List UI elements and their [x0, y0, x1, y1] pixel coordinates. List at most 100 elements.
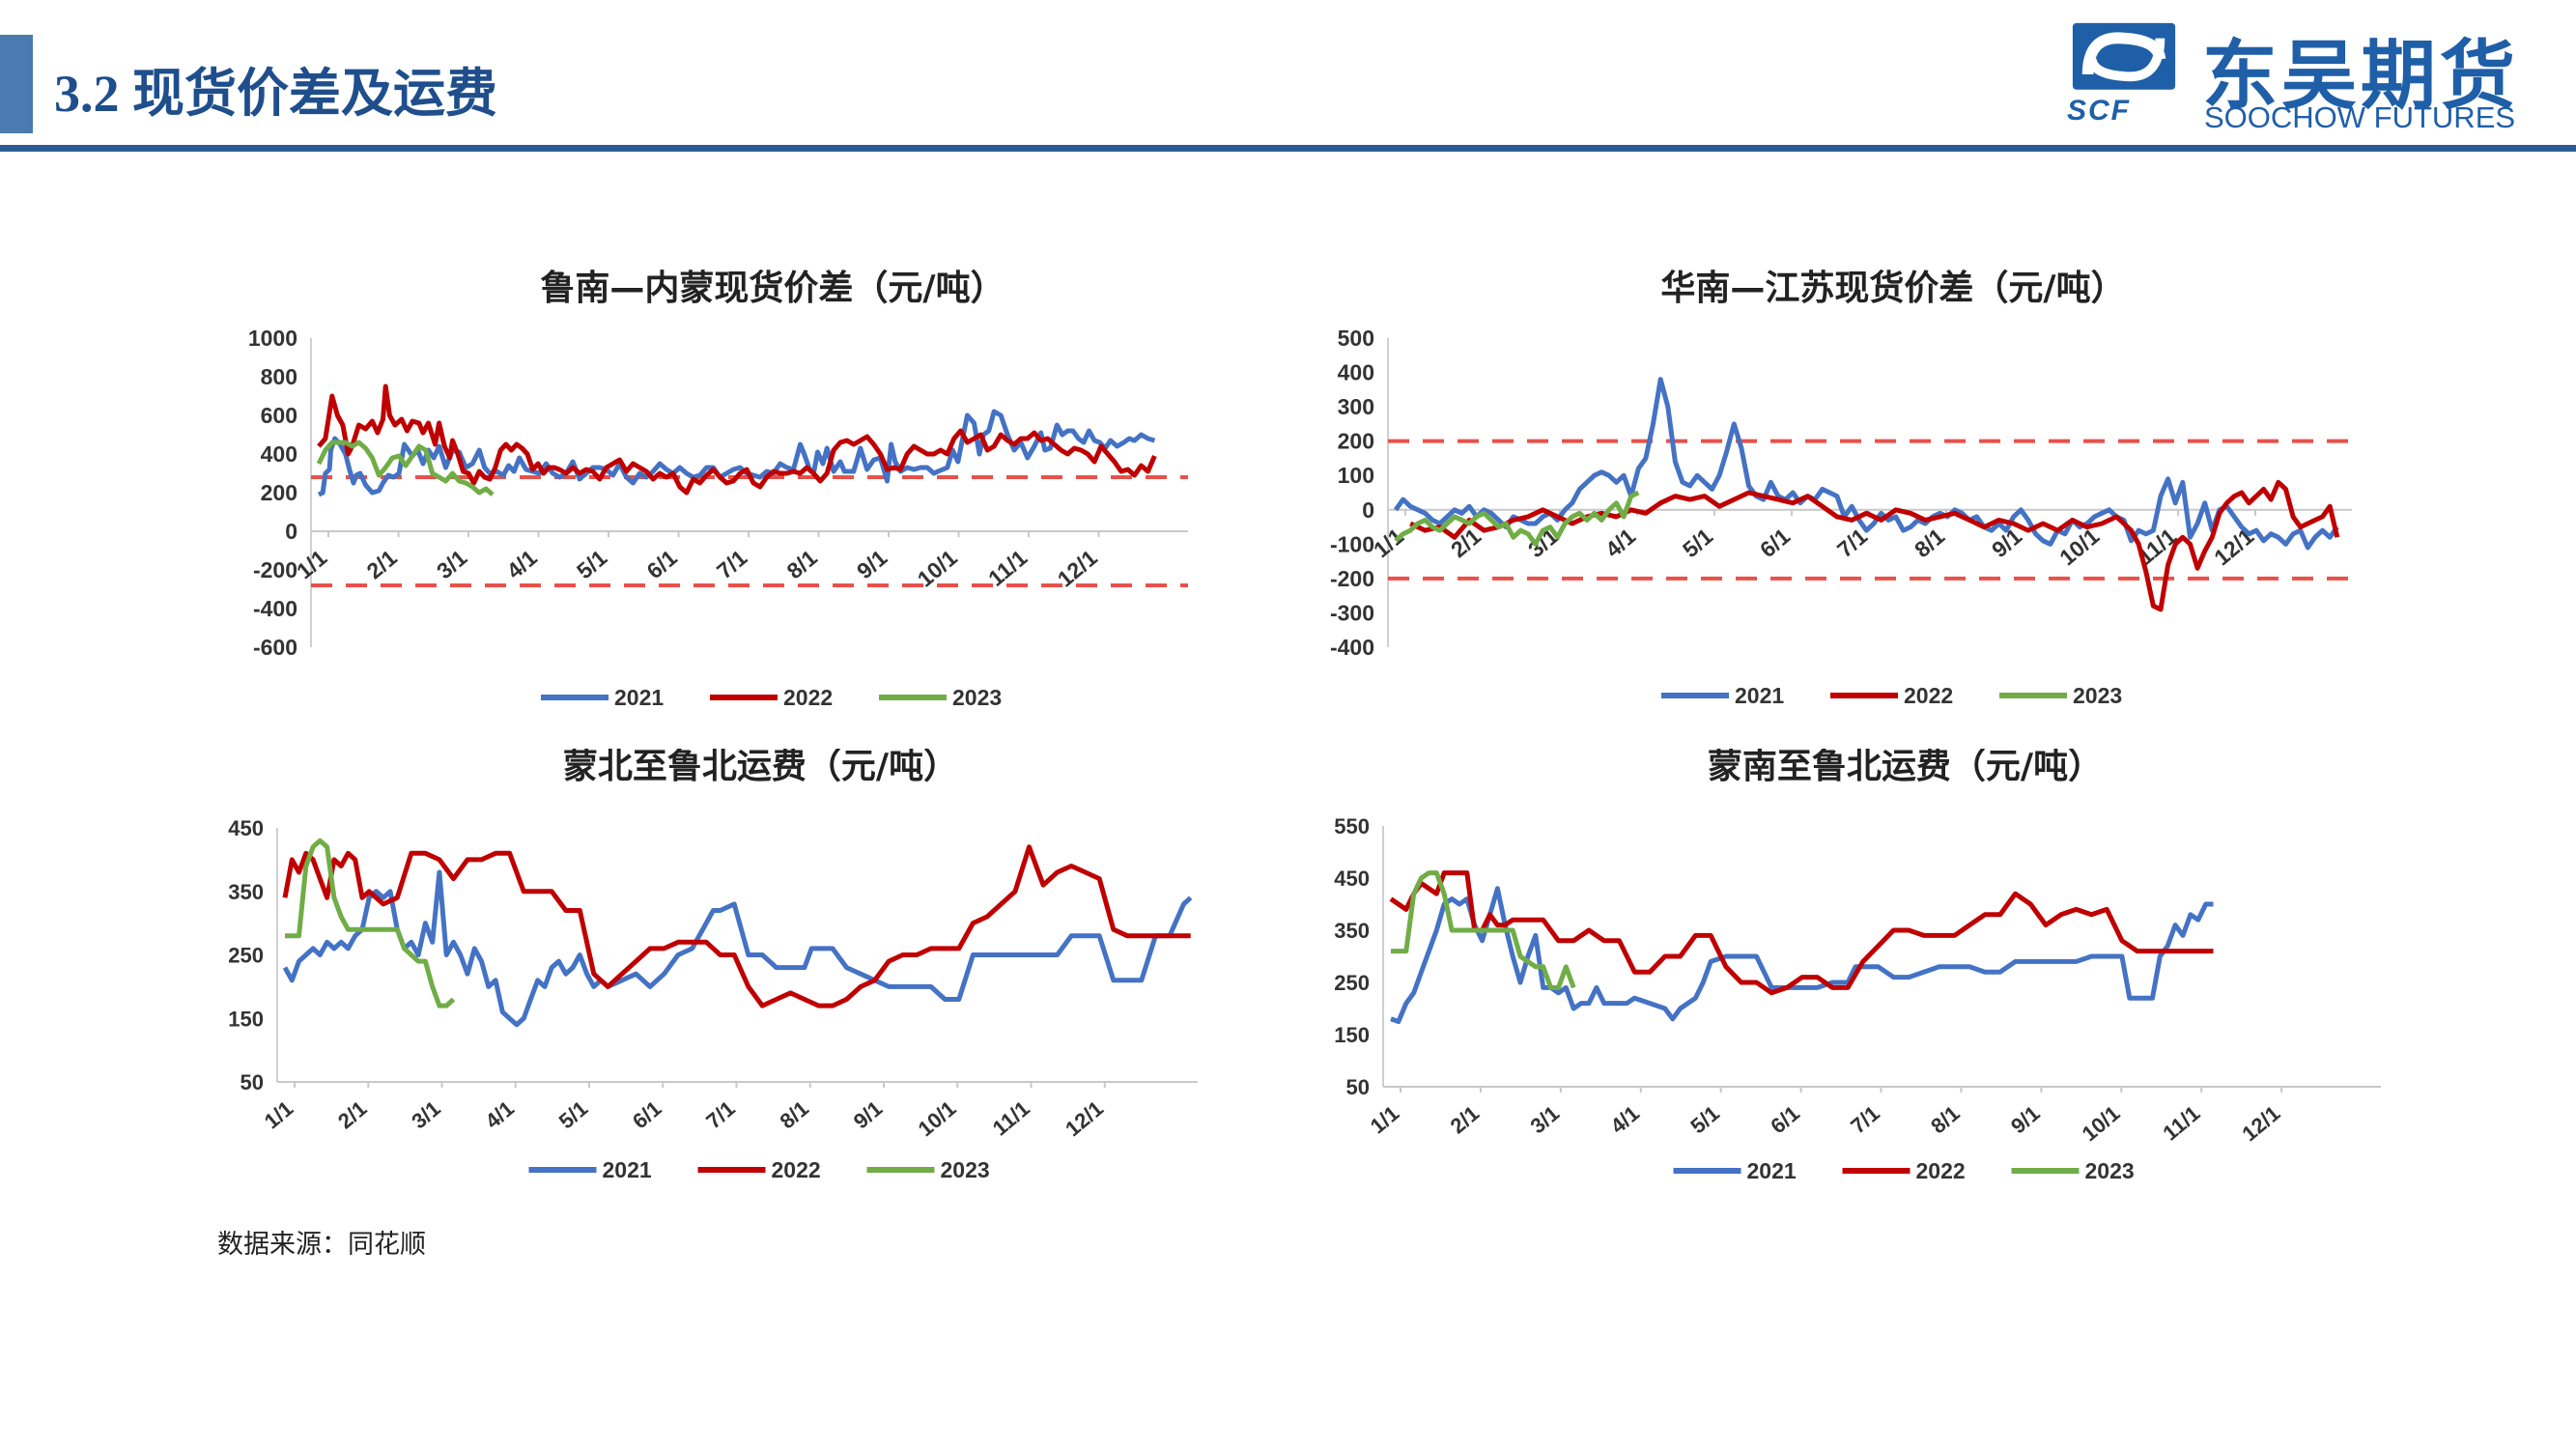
y-tick-label: 400 [261, 441, 297, 467]
x-tick-label: 5/1 [554, 1096, 593, 1134]
y-tick-label: 200 [261, 480, 297, 505]
y-tick-label: 450 [228, 816, 264, 840]
y-tick-label: 100 [1338, 463, 1374, 488]
page-title: 3.2 现货价差及运费 [54, 65, 497, 123]
legend-label: 2021 [1747, 1158, 1797, 1183]
y-tick-label: 450 [1334, 867, 1370, 891]
x-tick-label: 4/1 [480, 1096, 519, 1134]
y-tick-label: -200 [1330, 566, 1374, 591]
header-accent-bar [0, 35, 33, 133]
x-tick-label: 9/1 [849, 1096, 888, 1134]
x-tick-label: 8/1 [782, 545, 822, 584]
legend-label: 2022 [1916, 1158, 1966, 1183]
logo-scf-text: SCF [2067, 95, 2131, 127]
x-tick-label: 5/1 [572, 545, 611, 584]
series-line-2023 [1394, 490, 1640, 547]
y-tick-label: 400 [1338, 360, 1374, 385]
chart-lunan-neimeng-spread: 鲁南—内蒙现货价差（元/吨） 1000 800 600 400 200 0 -200 -400 -… [193, 251, 1217, 724]
chart-svg: 蒙南至鲁北运费（元/吨） 550 450 350 250 150 501/1 2/1 3/1 4/… [1334, 749, 2381, 1183]
series-line-2021 [1393, 377, 2339, 551]
chart-svg: 华南—江苏现货价差（元/吨） 500 400 300 200 100 0 -100 -200 -3… [1330, 269, 2352, 708]
y-tick-label: 600 [261, 403, 297, 428]
x-tick-label: 6/1 [1755, 524, 1795, 563]
legend-label: 2022 [1904, 683, 1953, 708]
series-line-2022 [1409, 479, 2340, 612]
header-divider [0, 145, 2576, 152]
legend-label: 2022 [772, 1157, 821, 1182]
series-line-2022 [1389, 870, 2214, 996]
soochow-logo-icon [2072, 22, 2176, 90]
y-tick-label: 350 [228, 880, 264, 904]
y-tick-label: 50 [1346, 1075, 1370, 1099]
legend-label: 2021 [614, 685, 664, 710]
series-line-2023 [1391, 870, 1576, 990]
series-line-2023 [285, 838, 456, 1009]
logo-english-name: SOOCHOW FUTURES [2204, 100, 2516, 134]
legend-label: 2021 [1735, 683, 1784, 708]
chart-mengnan-lubei-freight: 蒙南至鲁北运费（元/吨） 550 450 350 250 150 50 1/1 2/1 3/1 4/… [1289, 749, 2391, 1203]
y-tick-label: 250 [228, 944, 264, 968]
x-tick-label: 11/1 [2158, 1101, 2204, 1146]
x-tick-label: 12/1 [1061, 1096, 1108, 1142]
x-tick-label: 1/1 [260, 1096, 298, 1134]
chart-title: 华南—江苏现货价差（元/吨） [1660, 269, 2125, 308]
x-tick-label: 1/1 [1369, 524, 1408, 563]
chart-mengbei-lubei-freight: 蒙北至鲁北运费（元/吨） 450 350 250 150 50 1/1 2/1 3/1 4/1 5/… [193, 749, 1217, 1203]
y-tick-label: 0 [1362, 497, 1374, 523]
x-tick-label: 5/1 [1685, 1101, 1724, 1139]
series-line-2023 [316, 440, 495, 497]
x-tick-label: 8/1 [1910, 524, 1949, 563]
legend-label: 2023 [941, 1157, 990, 1182]
legend-label: 2023 [2073, 683, 2122, 708]
y-tick-label: 50 [241, 1070, 264, 1094]
company-logo: SCF 东吴期货 SOOCHOW FUTURES [2067, 12, 2550, 137]
legend-label: 2023 [2085, 1158, 2135, 1183]
x-tick-label: 1/1 [292, 545, 331, 584]
series-line-2022 [317, 384, 1157, 496]
x-tick-label: 6/1 [628, 1096, 666, 1134]
x-tick-label: 3/1 [1526, 1101, 1565, 1139]
x-tick-label: 10/1 [2078, 1101, 2125, 1147]
y-tick-label: 0 [285, 519, 297, 544]
series-line-2022 [282, 844, 1191, 1009]
y-tick-label: 200 [1338, 429, 1374, 454]
y-tick-label: 150 [1334, 1023, 1370, 1047]
x-tick-label: 6/1 [1766, 1101, 1804, 1139]
x-tick-label: 1/1 [1366, 1101, 1404, 1139]
chart-huanan-jiangsu-spread: 华南—江苏现货价差（元/吨） 500 400 300 200 100 0 -100 -200 -3… [1289, 251, 2381, 724]
x-tick-label: 3/1 [407, 1096, 445, 1134]
x-tick-label: 7/1 [701, 1096, 740, 1134]
x-tick-label: 4/1 [502, 545, 542, 584]
x-tick-label: 2/1 [362, 545, 402, 584]
x-tick-label: 2/1 [333, 1096, 372, 1134]
series-line-2021 [282, 869, 1193, 1028]
x-tick-label: 8/1 [1926, 1101, 1965, 1139]
y-tick-label: 550 [1334, 814, 1370, 838]
y-tick-label: -600 [253, 635, 297, 660]
y-tick-label: -400 [1330, 635, 1374, 660]
x-tick-label: 2/1 [1446, 1101, 1485, 1139]
chart-svg: 蒙北至鲁北运费（元/吨） 450 350 250 150 501/1 2/1 3/1 4/1 5/… [228, 749, 1198, 1182]
x-tick-label: 9/1 [2006, 1101, 2045, 1139]
data-source-note: 数据来源：同花顺 [217, 1230, 426, 1259]
x-tick-label: 7/1 [1846, 1101, 1884, 1139]
y-tick-label: -100 [1330, 531, 1374, 556]
page-header: 3.2 现货价差及运费 SCF 东吴期货 SOOCHOW FUTURES [0, 0, 2576, 155]
x-tick-label: 4/1 [1600, 524, 1640, 563]
logo-chinese-name: 东吴期货 [2202, 33, 2520, 118]
y-tick-label: 300 [1338, 394, 1374, 419]
x-tick-label: 9/1 [852, 545, 892, 584]
chart-title: 蒙北至鲁北运费（元/吨） [563, 749, 958, 786]
y-tick-label: -200 [253, 557, 297, 582]
legend-label: 2021 [603, 1157, 652, 1182]
legend-label: 2022 [783, 685, 833, 710]
y-tick-label: 800 [261, 364, 297, 389]
y-tick-label: -300 [1330, 600, 1374, 625]
x-tick-label: 12/1 [2237, 1101, 2284, 1147]
y-tick-label: 500 [1338, 326, 1374, 351]
chart-title: 鲁南—内蒙现货价差（元/吨） [540, 269, 1005, 308]
x-tick-label: 6/1 [642, 545, 682, 584]
y-tick-label: 1000 [248, 326, 297, 351]
x-tick-label: 7/1 [712, 545, 751, 584]
y-tick-label: 150 [228, 1007, 264, 1031]
